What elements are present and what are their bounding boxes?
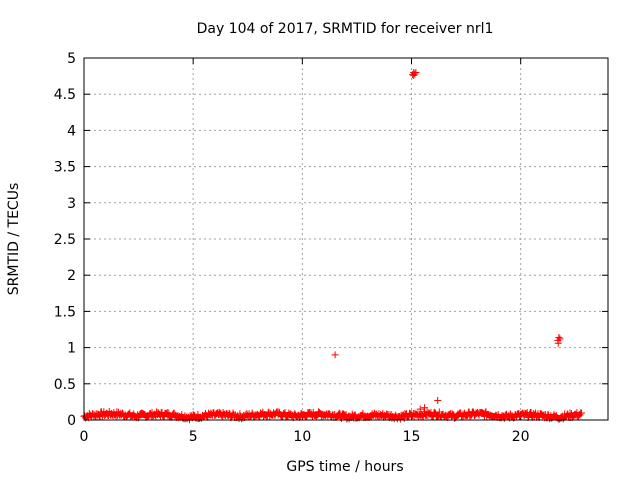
data-point bbox=[359, 409, 367, 417]
data-point bbox=[315, 409, 323, 417]
grid bbox=[84, 58, 608, 420]
data-point bbox=[556, 335, 564, 343]
y-tick-label: 3 bbox=[67, 196, 76, 212]
x-tick-label: 0 bbox=[80, 429, 89, 445]
data-point bbox=[434, 396, 442, 404]
x-tick-label: 20 bbox=[512, 429, 530, 445]
y-tick-label: 2 bbox=[67, 268, 76, 284]
x-tick-label: 15 bbox=[403, 429, 421, 445]
data-point bbox=[466, 413, 474, 421]
x-tick-label: 10 bbox=[293, 429, 311, 445]
y-tick-label: 0 bbox=[67, 413, 76, 429]
data-point bbox=[325, 410, 333, 418]
data-point bbox=[400, 414, 408, 422]
data-point bbox=[338, 414, 346, 422]
y-tick-label: 1 bbox=[67, 341, 76, 357]
data-point bbox=[577, 409, 585, 417]
data-point bbox=[281, 408, 289, 416]
y-tick-label: 1.5 bbox=[54, 304, 76, 320]
y-tick-label: 0.5 bbox=[54, 377, 76, 393]
data-point bbox=[421, 404, 429, 412]
data-point bbox=[112, 412, 120, 420]
y-tick-label: 3.5 bbox=[54, 160, 76, 176]
plot-frame bbox=[83, 57, 609, 421]
data-point bbox=[555, 333, 563, 341]
data-points bbox=[80, 68, 585, 424]
data-point bbox=[554, 339, 562, 347]
y-tick-label: 4.5 bbox=[54, 87, 76, 103]
y-axis-label: SRMTID / TECUs bbox=[6, 183, 22, 296]
data-point bbox=[416, 405, 424, 413]
y-tick-label: 4 bbox=[67, 123, 76, 139]
data-point bbox=[411, 70, 419, 78]
chart-title: Day 104 of 2017, SRMTID for receiver nrl… bbox=[197, 21, 494, 37]
data-point bbox=[178, 411, 186, 419]
data-point bbox=[430, 409, 438, 417]
tick-labels: 0 5 10 15 20 0 0.5 1 1.5 2 2.5 3 3.5 4 4.5 5 bbox=[54, 51, 530, 445]
data-point bbox=[331, 351, 339, 359]
x-tick-label: 5 bbox=[189, 429, 198, 445]
y-tick-label: 5 bbox=[67, 51, 76, 67]
x-axis-label: GPS time / hours bbox=[286, 459, 403, 475]
y-tick-label: 2.5 bbox=[54, 232, 76, 248]
data-point bbox=[410, 71, 418, 79]
